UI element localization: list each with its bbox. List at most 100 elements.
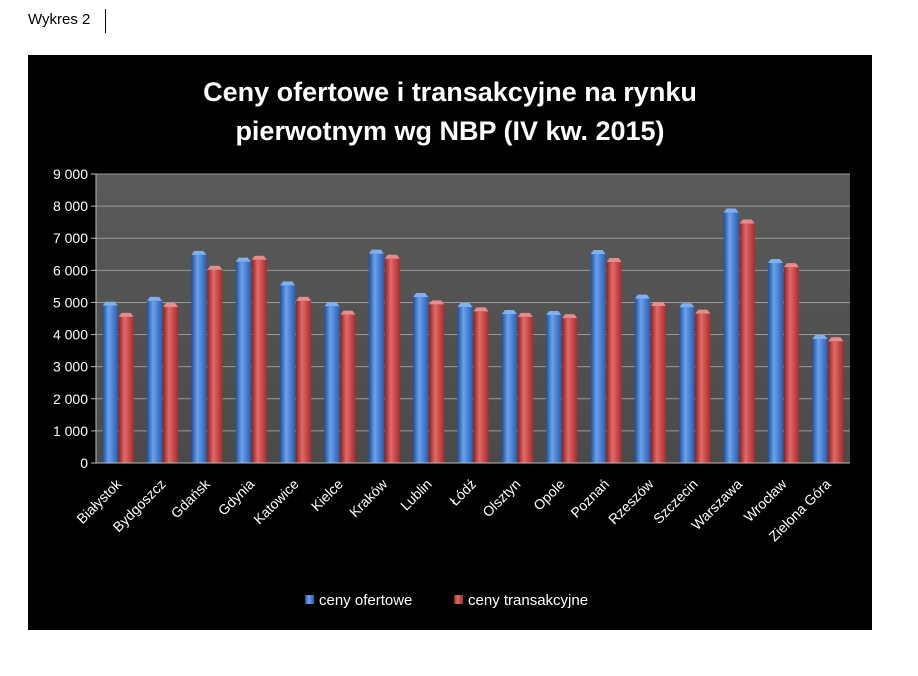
bar-ceny-ofertowe <box>679 307 695 463</box>
bar-cap <box>280 281 296 286</box>
bar-cap <box>546 310 562 315</box>
bar-cap <box>590 249 606 254</box>
y-tick-label: 8 000 <box>53 198 88 214</box>
bar-cap <box>296 296 312 301</box>
y-tick-label: 2 000 <box>53 391 88 407</box>
bar-cap <box>118 312 134 317</box>
bar-cap <box>606 257 622 262</box>
bar-ceny-transakcyjne <box>828 341 844 463</box>
y-axis: 0 1 000 2 000 3 000 4 000 5 000 6 000 7 000 8 00… <box>53 166 97 471</box>
document-caption: Wykres 2 <box>28 11 91 28</box>
bar-ceny-ofertowe <box>368 253 384 463</box>
bar-ceny-ofertowe <box>590 253 606 463</box>
y-tick-label: 4 000 <box>53 327 88 343</box>
bar-cap <box>634 294 650 299</box>
y-tick-label: 0 <box>80 455 88 471</box>
x-tick-label: Lublin <box>397 476 435 514</box>
bar-cap <box>679 303 695 308</box>
x-tick-label: Katowice <box>250 476 302 528</box>
y-tick-label: 7 000 <box>53 230 88 246</box>
bar-cap <box>695 309 711 314</box>
bar-cap <box>147 296 163 301</box>
bar-ceny-ofertowe <box>723 212 739 463</box>
x-tick-label: Opole <box>530 476 568 514</box>
bar-ceny-transakcyjne <box>296 300 312 463</box>
bar-cap <box>429 300 445 305</box>
bar-ceny-ofertowe <box>191 254 207 463</box>
x-tick-label: Łódź <box>446 476 479 509</box>
bar-ceny-ofertowe <box>501 314 517 463</box>
bar-ceny-ofertowe <box>767 262 783 463</box>
bar-cap <box>767 258 783 263</box>
legend-swatch <box>305 595 314 604</box>
legend-label: ceny ofertowe <box>319 592 412 609</box>
bar-ceny-transakcyjne <box>650 305 666 463</box>
bar-cap <box>517 312 533 317</box>
bar-ceny-transakcyjne <box>562 318 578 463</box>
bar-cap <box>251 255 267 260</box>
bar-cap <box>739 219 755 224</box>
bar-ceny-ofertowe <box>147 300 163 463</box>
legend-label: ceny transakcyjne <box>468 592 588 609</box>
bar-cap <box>191 250 207 255</box>
x-tick-label: Olsztyn <box>479 476 523 520</box>
y-tick-label: 9 000 <box>53 166 88 182</box>
bar-chart: Ceny ofertowe i transakcyjne na rynku pi… <box>53 77 850 609</box>
bar-cap <box>457 302 473 307</box>
y-tick-label: 6 000 <box>53 262 88 278</box>
bar-cap <box>368 249 384 254</box>
bar-ceny-transakcyjne <box>251 259 267 463</box>
bar-cap <box>163 302 179 307</box>
bar-ceny-transakcyjne <box>695 313 711 463</box>
bar-cap <box>650 301 666 306</box>
bar-cap <box>235 257 251 262</box>
x-tick-label: Gdynia <box>215 476 258 519</box>
bar-cap <box>473 307 489 312</box>
bars <box>102 208 844 463</box>
bar-cap <box>384 254 400 259</box>
bar-cap <box>783 263 799 268</box>
x-tick-label: Kraków <box>346 475 391 520</box>
bar-ceny-transakcyjne <box>606 261 622 463</box>
bar-cap <box>102 301 118 306</box>
y-tick-label: 5 000 <box>53 294 88 310</box>
bar-ceny-ofertowe <box>634 298 650 463</box>
bar-ceny-ofertowe <box>546 314 562 463</box>
x-tick-label: Poznań <box>567 476 612 521</box>
y-tick-label: 1 000 <box>53 423 88 439</box>
bar-cap <box>413 292 429 297</box>
text-cursor <box>105 9 106 33</box>
bar-cap <box>501 310 517 315</box>
bar-ceny-transakcyjne <box>340 314 356 463</box>
bar-cap <box>723 208 739 213</box>
legend-swatch <box>454 595 463 604</box>
bar-ceny-ofertowe <box>235 261 251 463</box>
bar-ceny-ofertowe <box>324 306 340 463</box>
chart-title-line-2: pierwotnym wg NBP (IV kw. 2015) <box>235 116 664 146</box>
bar-ceny-transakcyjne <box>118 316 134 463</box>
bar-ceny-ofertowe <box>413 296 429 463</box>
bar-cap <box>207 265 223 270</box>
chart-container: Ceny ofertowe i transakcyjne na rynku pi… <box>28 55 872 630</box>
bar-ceny-ofertowe <box>280 285 296 463</box>
bar-cap <box>812 335 828 340</box>
x-tick-label: Kielce <box>308 476 346 514</box>
bar-ceny-ofertowe <box>102 305 118 463</box>
bar-ceny-ofertowe <box>457 306 473 463</box>
bar-ceny-transakcyjne <box>429 304 445 463</box>
bar-cap <box>324 302 340 307</box>
bar-cap <box>562 314 578 319</box>
bar-cap <box>828 337 844 342</box>
bar-cap <box>340 310 356 315</box>
legend: ceny ofertowe ceny transakcyjne <box>305 592 588 609</box>
bar-ceny-transakcyjne <box>163 306 179 463</box>
x-tick-label: Rzeszów <box>605 475 657 527</box>
bar-ceny-transakcyjne <box>384 258 400 463</box>
bar-ceny-ofertowe <box>812 339 828 463</box>
bar-ceny-transakcyjne <box>783 267 799 463</box>
bar-ceny-transakcyjne <box>517 316 533 463</box>
bar-ceny-transakcyjne <box>473 311 489 463</box>
chart-title-line-1: Ceny ofertowe i transakcyjne na rynku <box>203 77 697 107</box>
x-tick-label: Gdańsk <box>168 475 214 521</box>
